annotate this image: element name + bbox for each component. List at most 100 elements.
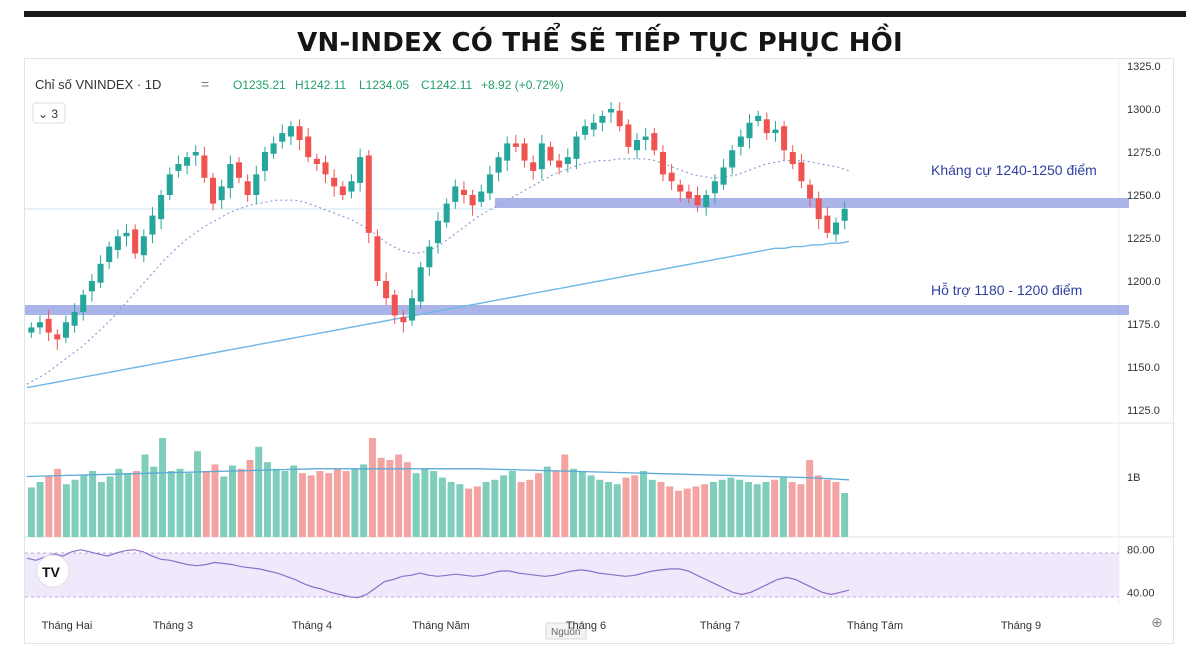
volume-bar — [482, 482, 490, 537]
volume-bar — [89, 471, 97, 537]
volume-bar — [106, 476, 114, 537]
volume-bar — [342, 471, 350, 537]
volume-bar — [290, 465, 298, 537]
candle-body — [772, 129, 779, 134]
volume-bar — [456, 484, 464, 537]
volume-bar — [263, 462, 271, 537]
candle-body — [132, 229, 139, 254]
volume-bar — [298, 473, 306, 537]
candle-body — [158, 195, 165, 220]
candle-body — [729, 150, 736, 168]
indicator-toggle[interactable]: ⌄ 3 — [38, 107, 58, 121]
candle-body — [400, 317, 407, 323]
candle-body — [296, 126, 303, 140]
volume-bar — [753, 484, 761, 537]
x-tick-label: Tháng 6 — [566, 620, 606, 632]
candle-body — [270, 143, 277, 154]
candle-body — [166, 174, 173, 195]
candle-body — [469, 195, 476, 206]
volume-bar — [124, 473, 132, 537]
volume-bar — [526, 479, 534, 537]
candle-body — [339, 186, 346, 195]
candle-body — [357, 157, 364, 183]
support-label: Hỗ trợ 1180 - 1200 điểm — [931, 282, 1082, 298]
ohlc-close: C1242.11 — [421, 78, 472, 92]
candle-body — [486, 174, 493, 194]
candle-body — [123, 232, 130, 237]
volume-bar — [797, 484, 805, 537]
candle-body — [798, 162, 805, 182]
price-tick-label: 1200.0 — [1127, 276, 1161, 288]
price-tick-label: 1175.0 — [1127, 319, 1160, 331]
volume-bar — [517, 482, 525, 537]
volume-bar — [141, 454, 149, 537]
candle-body — [608, 109, 615, 113]
candle-body — [443, 203, 450, 223]
volume-bar — [447, 482, 455, 537]
candle-body — [841, 208, 848, 221]
candle-body — [599, 115, 606, 123]
volume-bar — [613, 484, 621, 537]
candle-body — [54, 334, 61, 340]
volume-bar — [80, 475, 88, 537]
volume-bar — [333, 468, 341, 537]
chart-frame: Chỉ số VNINDEX · 1D = O1235.21 H1242.11 … — [24, 58, 1175, 644]
volume-bar — [194, 451, 202, 537]
candle-body — [28, 327, 35, 333]
candle-body — [426, 246, 433, 268]
volume-bar — [806, 460, 814, 537]
candle-body — [331, 177, 338, 187]
candle-body — [97, 263, 104, 283]
candle-body — [71, 311, 78, 326]
candle-body — [409, 298, 416, 321]
x-tick-label: Tháng 3 — [153, 620, 193, 632]
volume-bar — [736, 479, 744, 537]
volume-bar — [709, 482, 717, 537]
indicator-toggle-box[interactable] — [32, 102, 66, 124]
volume-bar — [421, 468, 429, 537]
tradingview-logo-icon: TV — [36, 554, 70, 588]
volume-bar — [54, 468, 62, 537]
menu-icon[interactable]: = — [201, 76, 209, 92]
candle-body — [720, 167, 727, 185]
logo-text: TV — [42, 564, 61, 580]
volume-bar — [771, 479, 779, 537]
candle-body — [140, 236, 147, 256]
candle-body — [88, 281, 95, 292]
volume-bar — [412, 473, 420, 537]
price-tick-label: 1125.0 — [1127, 405, 1160, 417]
volume-bar — [202, 471, 210, 537]
top-rule — [24, 11, 1186, 17]
volume-bar — [762, 482, 770, 537]
price-tick-label: 1250.0 — [1127, 190, 1161, 202]
volume-bar — [351, 468, 359, 537]
candle-body — [149, 215, 156, 235]
volume-bar — [701, 484, 709, 537]
candle-body — [807, 184, 814, 199]
x-tick-label: Tháng Tám — [847, 620, 903, 632]
candle-body — [374, 236, 381, 281]
candle-body — [573, 136, 580, 159]
volume-bar — [605, 482, 613, 537]
volume-bar — [578, 471, 586, 537]
symbol-label[interactable]: Chỉ số VNINDEX · 1D — [35, 77, 161, 92]
candle-body — [383, 281, 390, 299]
candle-body — [832, 222, 840, 235]
volume-bar — [272, 468, 280, 537]
volume-bar — [430, 471, 438, 537]
volume-bar — [403, 462, 411, 537]
settings-icon[interactable]: ⊕ — [1151, 614, 1163, 630]
volume-bar — [692, 486, 700, 537]
ma-long-line — [26, 240, 850, 389]
volume-bar — [779, 477, 787, 537]
candle-body — [417, 267, 424, 302]
candle-body — [114, 236, 121, 251]
candle-body — [504, 143, 511, 161]
stock-chart: Chỉ số VNINDEX · 1D = O1235.21 H1242.11 … — [25, 59, 1175, 640]
volume-bar — [386, 460, 394, 537]
volume-bar — [473, 486, 481, 537]
candle-body — [668, 172, 675, 182]
volume-bar — [150, 466, 158, 537]
price-tick-label: 1325.0 — [1127, 61, 1161, 73]
volume-bar — [832, 482, 840, 537]
